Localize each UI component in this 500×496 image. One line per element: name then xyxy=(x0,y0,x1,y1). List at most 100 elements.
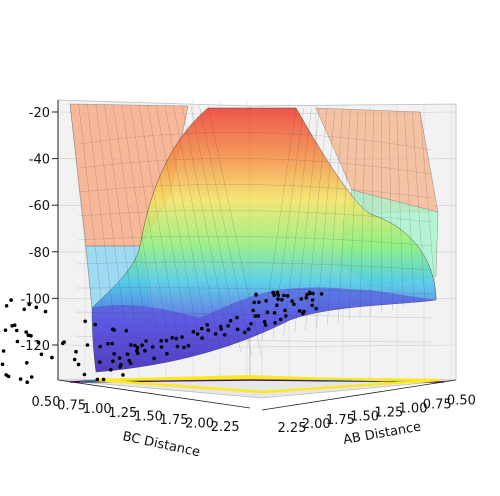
mesh-line xyxy=(147,105,188,337)
x-tick-label: 1.00 xyxy=(399,402,428,417)
trajectory-point xyxy=(242,330,247,335)
mesh-line xyxy=(78,184,433,199)
trajectory-point xyxy=(170,335,174,340)
mesh-line xyxy=(87,104,114,315)
trajectory-point xyxy=(50,355,54,360)
trajectory-point xyxy=(0,362,5,367)
trajectory-point xyxy=(117,356,122,360)
trajectory-point xyxy=(125,352,130,357)
z-tick-label: -40 xyxy=(29,153,50,168)
x-tick-label: 1.50 xyxy=(350,409,379,424)
trajectory-point xyxy=(307,290,312,295)
trajectory-point xyxy=(253,314,258,318)
trajectory-point xyxy=(304,296,309,300)
trajectory-point xyxy=(3,328,8,333)
trajectory-point xyxy=(39,352,44,357)
trajectory-point xyxy=(24,330,29,334)
trajectory-point xyxy=(98,360,102,365)
mesh-line xyxy=(104,104,135,321)
trajectory-point xyxy=(118,365,122,369)
trajectory-point xyxy=(191,329,196,334)
trajectory-point xyxy=(76,362,81,367)
mesh-line xyxy=(404,111,415,306)
surface-valley xyxy=(92,287,436,372)
trajectory-point xyxy=(285,294,290,298)
mesh-line xyxy=(76,261,433,271)
trajectory-point xyxy=(299,297,304,301)
mesh-line xyxy=(316,109,335,328)
trajectory-point xyxy=(152,356,156,361)
trajectory-point xyxy=(257,300,261,305)
trajectory-point xyxy=(159,345,164,349)
trajectory-point xyxy=(206,328,211,333)
trajectory-point xyxy=(4,304,9,308)
trajectory-point xyxy=(26,333,31,338)
trajectory-point xyxy=(252,300,256,305)
x-tick-label: 2.00 xyxy=(302,417,331,432)
trajectory-point xyxy=(25,361,29,365)
trajectory-point xyxy=(112,352,116,356)
trajectory-point xyxy=(275,303,279,308)
trajectory-point xyxy=(85,343,90,347)
trajectory-point xyxy=(159,339,163,343)
mesh-line xyxy=(112,104,146,324)
z-tick-label: -20 xyxy=(29,106,50,121)
trajectory-point xyxy=(22,307,27,312)
trajectory-point xyxy=(128,361,133,366)
trajectory-point xyxy=(262,319,267,324)
mesh-line xyxy=(396,111,404,308)
mesh-line xyxy=(327,109,343,326)
mesh-line xyxy=(190,105,241,352)
y-tick-label: 1.00 xyxy=(83,402,112,417)
trajectory-point xyxy=(314,306,319,311)
trajectory-point xyxy=(6,374,11,379)
mesh-line xyxy=(181,105,231,349)
trajectory-point xyxy=(18,377,23,381)
trajectory-point xyxy=(164,338,169,343)
trajectory-point xyxy=(310,298,315,302)
trajectory-point xyxy=(140,343,144,348)
mesh-line xyxy=(207,105,263,359)
mesh-line xyxy=(156,105,199,340)
trajectory-point xyxy=(135,349,139,353)
trajectory-point xyxy=(278,317,283,322)
trajectory-point xyxy=(264,299,268,303)
y-tick-label: 2.25 xyxy=(211,420,240,435)
trajectory-point xyxy=(129,343,133,347)
z-axis: -20 -40 -60 -80 -100 -120 xyxy=(20,100,59,380)
trajectory-point xyxy=(272,293,277,298)
x-tick-label: 1.25 xyxy=(374,405,403,420)
trajectory-point xyxy=(43,309,48,314)
trajectory-point xyxy=(272,311,277,315)
mesh-line xyxy=(164,105,210,343)
trajectory-point xyxy=(226,324,230,328)
mesh-line xyxy=(69,103,93,309)
trajectory-point xyxy=(10,324,14,328)
floor-contour xyxy=(57,375,457,399)
trajectory-point xyxy=(9,298,13,302)
y-tick-label: 2.00 xyxy=(185,417,214,432)
trajectory-point xyxy=(121,373,125,377)
z-tick-label: -80 xyxy=(29,246,50,261)
surface-mesh xyxy=(69,103,437,359)
z-tick-label: -100 xyxy=(20,292,50,307)
mesh-line xyxy=(412,111,426,303)
x-tick-label: 0.75 xyxy=(423,398,452,413)
mesh-line xyxy=(79,132,433,151)
contour-lines xyxy=(69,375,445,394)
mesh-line xyxy=(388,110,393,311)
trajectory-point xyxy=(251,308,256,313)
trajectory-point xyxy=(186,343,191,348)
trajectory-point xyxy=(275,290,280,295)
mesh-line xyxy=(75,335,433,343)
trajectory-point xyxy=(219,327,223,331)
trajectory-point xyxy=(292,302,296,307)
trajectory-point xyxy=(311,291,315,296)
trajectory-point xyxy=(61,341,65,346)
mesh-line xyxy=(77,235,433,247)
y-tick-label: 0.50 xyxy=(32,395,61,410)
trajectory-point xyxy=(98,344,102,349)
trajectory-point xyxy=(36,340,41,345)
trajectory-point xyxy=(273,321,277,325)
